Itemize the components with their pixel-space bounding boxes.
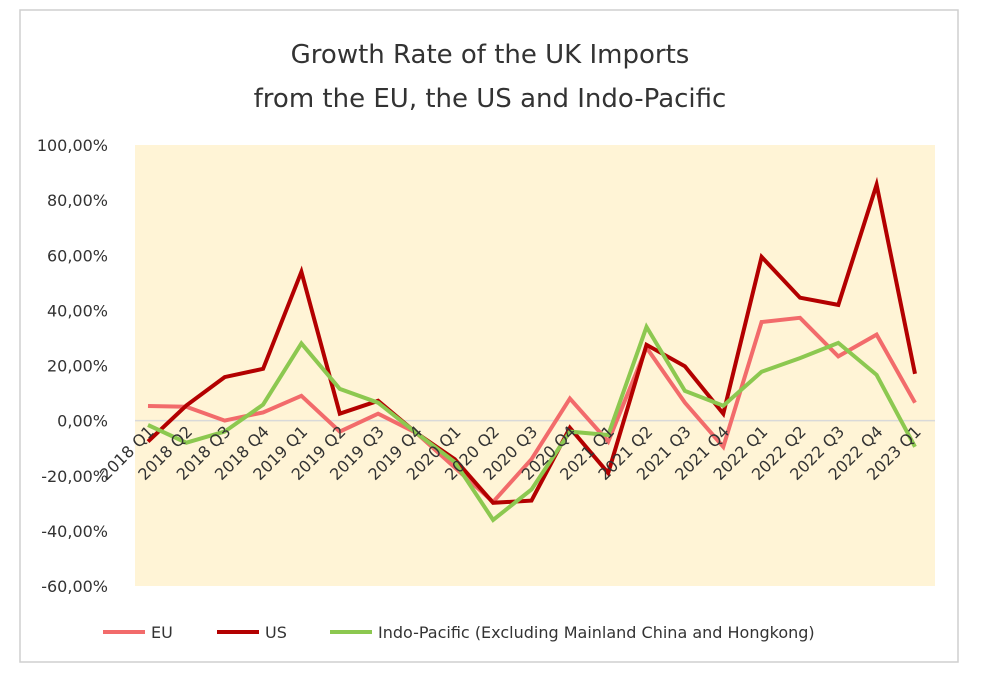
plot-area	[135, 145, 935, 586]
y-tick-label: -40,00%	[41, 522, 108, 541]
y-tick-label: 0,00%	[57, 412, 108, 431]
legend-label: US	[265, 623, 287, 642]
y-tick-label: 80,00%	[47, 191, 108, 210]
legend-label: EU	[151, 623, 173, 642]
y-tick-label: 40,00%	[47, 301, 108, 320]
chart-title-line-1: Growth Rate of the UK Imports	[291, 40, 690, 70]
chart-title-line-2: from the EU, the US and Indo-Pacific	[254, 84, 727, 114]
y-tick-label: 60,00%	[47, 246, 108, 265]
y-tick-label: 100,00%	[37, 136, 108, 155]
y-tick-label: 20,00%	[47, 357, 108, 376]
y-tick-label: -60,00%	[41, 577, 108, 596]
legend-label: Indo-Pacific (Excluding Mainland China a…	[378, 623, 815, 642]
